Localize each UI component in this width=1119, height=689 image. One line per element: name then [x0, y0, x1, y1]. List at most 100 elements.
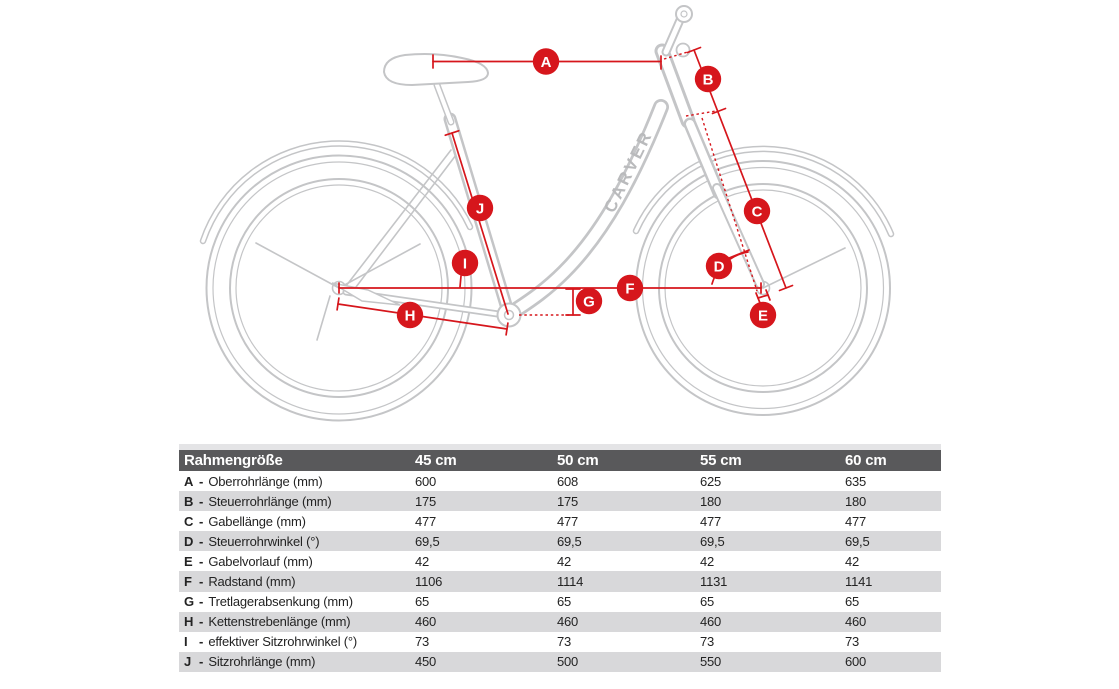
table-row-C: C - Gabellänge (mm) 477 477 477 477: [179, 511, 941, 532]
row-letter: E: [184, 553, 193, 569]
row-value: 450: [415, 654, 437, 670]
marker-H: H: [396, 301, 424, 329]
row-value: 600: [845, 654, 867, 670]
row-value: 500: [557, 654, 579, 670]
row-value: 477: [557, 513, 579, 529]
marker-C: C: [743, 197, 771, 225]
row-value: 69,5: [557, 533, 582, 549]
row-value: 73: [845, 634, 860, 650]
svg-text:A: A: [541, 54, 552, 71]
row-letter: F: [184, 574, 192, 590]
table-row-J: J - Sitzrohrlänge (mm) 450 500 550 600: [179, 651, 941, 672]
svg-text:C: C: [752, 204, 763, 221]
table-body: A - Oberrohrlänge (mm) 600 608 625 635 B - Steuer…: [179, 471, 941, 672]
row-value: 460: [700, 614, 722, 630]
row-letter: I: [184, 634, 188, 650]
marker-B: B: [694, 65, 722, 93]
row-value: 175: [415, 493, 437, 509]
table-row-H: H - Kettenstrebenlänge (mm) 460 460 460 460: [179, 611, 941, 632]
row-letter: D: [184, 533, 194, 549]
row-value: 550: [700, 654, 722, 670]
row-value: 460: [557, 614, 579, 630]
row-dash: -: [199, 473, 204, 489]
row-label-cell: C - Gabellänge (mm): [179, 514, 415, 529]
table-row-A: A - Oberrohrlänge (mm) 600 608 625 635: [179, 471, 941, 492]
row-label: Kettenstrebenlänge (mm): [208, 614, 351, 630]
svg-text:G: G: [583, 294, 595, 311]
row-value: 65: [700, 594, 715, 610]
row-dash: -: [199, 654, 204, 670]
row-dash: -: [199, 574, 204, 590]
row-value: 42: [557, 553, 572, 569]
row-letter: A: [184, 473, 194, 489]
row-value: 1114: [557, 574, 584, 590]
row-value: 180: [845, 493, 867, 509]
row-value: 600: [415, 473, 437, 489]
table-row-F: F - Radstand (mm) 1106 1114 1131 1141: [179, 571, 941, 592]
bike-geometry-diagram: CARVER: [199, 5, 895, 422]
svg-text:D: D: [714, 259, 725, 276]
row-value: 42: [845, 553, 860, 569]
front-fender: [632, 145, 895, 289]
row-letter: J: [184, 654, 192, 670]
row-value: 65: [415, 594, 430, 610]
table-header-row: Rahmengröße 45 cm 50 cm 55 cm 60 cm: [179, 450, 941, 471]
row-value: 69,5: [700, 533, 725, 549]
row-dash: -: [199, 614, 204, 630]
row-value: 608: [557, 473, 579, 489]
row-value: 42: [700, 553, 715, 569]
row-label: Sitzrohrlänge (mm): [208, 654, 316, 670]
row-value: 42: [415, 553, 430, 569]
marker-I: I: [451, 249, 479, 277]
table-row-G: G - Tretlagerabsenkung (mm) 65 65 65 65: [179, 591, 941, 612]
row-label-cell: G - Tretlagerabsenkung (mm): [179, 594, 415, 609]
row-value: 73: [700, 634, 715, 650]
handlebar: [661, 5, 693, 58]
marker-F: F: [616, 274, 644, 302]
row-label: Tretlagerabsenkung (mm): [208, 594, 353, 610]
row-label: Steuerrohrwinkel (°): [208, 533, 320, 549]
marker-D: D: [705, 252, 733, 280]
row-label: Steuerrohrlänge (mm): [208, 493, 332, 509]
row-value: 69,5: [845, 533, 870, 549]
row-value: 180: [700, 493, 722, 509]
svg-text:F: F: [625, 281, 634, 298]
row-dash: -: [199, 533, 204, 549]
frame: [316, 43, 696, 341]
svg-text:H: H: [405, 308, 416, 325]
size-column-header: 55 cm: [700, 452, 742, 469]
brand-logo: CARVER: [600, 127, 656, 216]
row-value: 625: [700, 473, 722, 489]
row-value: 477: [700, 513, 722, 529]
row-label-cell: J - Sitzrohrlänge (mm): [179, 654, 415, 669]
row-letter: C: [184, 513, 194, 529]
svg-text:E: E: [758, 308, 768, 325]
row-value: 477: [415, 513, 437, 529]
size-column-header: 50 cm: [557, 452, 599, 469]
table-row-D: D - Steuerrohrwinkel (°) 69,5 69,5 69,5 69,5: [179, 531, 941, 552]
row-label-cell: H - Kettenstrebenlänge (mm): [179, 614, 415, 629]
row-value: 73: [415, 634, 430, 650]
svg-text:B: B: [703, 72, 714, 89]
table-top-strip: [179, 444, 941, 450]
row-dash: -: [199, 553, 204, 569]
row-dash: -: [199, 513, 204, 529]
row-label: Gabelvorlauf (mm): [208, 553, 313, 569]
row-value: 460: [415, 614, 437, 630]
row-dash: -: [199, 493, 204, 509]
row-label-cell: I - effektiver Sitzrohrwinkel (°): [179, 634, 415, 649]
svg-text:J: J: [476, 201, 484, 218]
row-value: 1106: [415, 574, 443, 590]
table-row-B: B - Steuerrohrlänge (mm) 175 175 180 180: [179, 491, 941, 512]
row-value: 73: [557, 634, 572, 650]
table-row-E: E - Gabelvorlauf (mm) 42 42 42 42: [179, 551, 941, 572]
row-value: 175: [557, 493, 579, 509]
row-label: Oberrohrlänge (mm): [208, 473, 323, 489]
fork: [683, 117, 765, 289]
row-label-cell: B - Steuerrohrlänge (mm): [179, 494, 415, 509]
row-label: Gabellänge (mm): [208, 513, 306, 529]
table-title: Rahmengröße: [184, 452, 283, 469]
saddle: [382, 53, 490, 126]
table-row-I: I - effektiver Sitzrohrwinkel (°) 73 73 73 73: [179, 631, 941, 652]
